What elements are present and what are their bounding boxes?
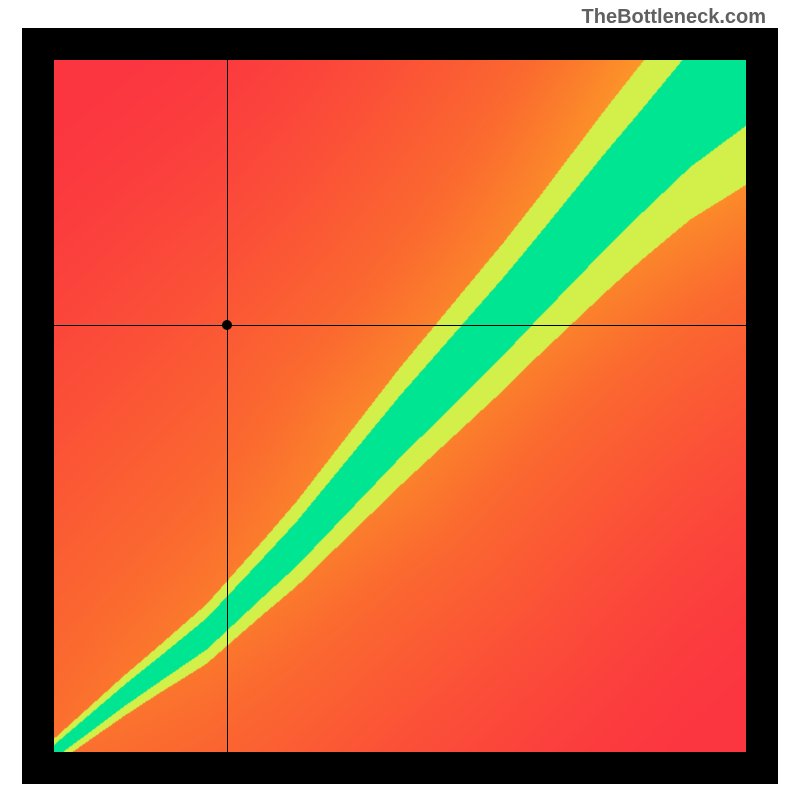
crosshair-horizontal xyxy=(54,325,746,326)
crosshair-vertical xyxy=(227,60,228,752)
data-point-marker xyxy=(222,320,232,330)
attribution-text: TheBottleneck.com xyxy=(582,6,766,29)
chart-container: TheBottleneck.com xyxy=(0,0,800,800)
plot-area xyxy=(54,60,746,752)
plot-frame xyxy=(22,28,778,784)
heatmap-canvas xyxy=(54,60,746,752)
